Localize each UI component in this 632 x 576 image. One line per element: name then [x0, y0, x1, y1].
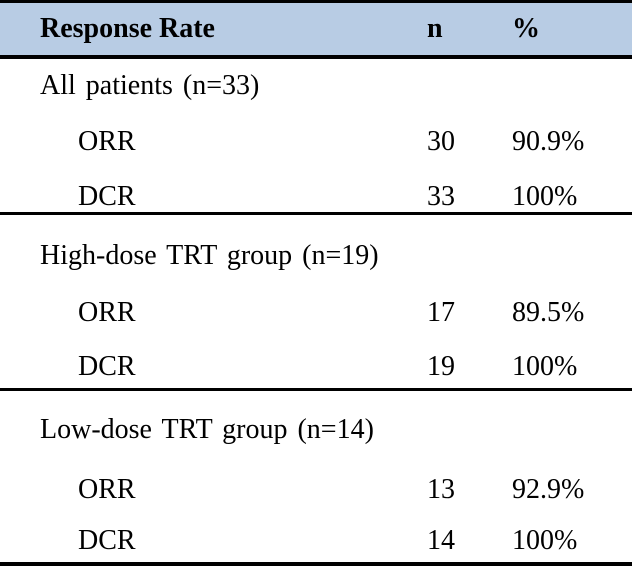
- row-value-percent: 100%: [512, 351, 578, 382]
- table-bottom-border: [0, 562, 632, 566]
- row-value-percent: 100%: [512, 181, 578, 212]
- header-bottom-border: [0, 55, 632, 59]
- table-row: DCR 19 100%: [0, 347, 632, 387]
- section-title-all-patients: All patients (n=33): [40, 70, 260, 101]
- section-title-row: High-dose TRT group (n=19): [0, 236, 632, 276]
- section-title-row: Low-dose TRT group (n=14): [0, 410, 632, 450]
- table-row: DCR 14 100%: [0, 521, 632, 561]
- row-label-orr: ORR: [78, 474, 136, 505]
- row-value-percent: 89.5%: [512, 297, 585, 328]
- table-row: ORR 17 89.5%: [0, 293, 632, 333]
- section-divider: [0, 212, 632, 215]
- section-title-low-dose: Low-dose TRT group (n=14): [40, 414, 374, 445]
- row-value-n: 33: [427, 181, 455, 212]
- section-divider: [0, 388, 632, 391]
- row-value-n: 19: [427, 351, 455, 382]
- section-title-high-dose: High-dose TRT group (n=19): [40, 240, 379, 271]
- row-label-dcr: DCR: [78, 525, 136, 556]
- row-label-orr: ORR: [78, 126, 136, 157]
- row-value-percent: 92.9%: [512, 474, 585, 505]
- table-row: ORR 30 90.9%: [0, 122, 632, 162]
- row-value-n: 17: [427, 297, 455, 328]
- column-header-response-rate: Response Rate: [40, 13, 215, 44]
- row-label-dcr: DCR: [78, 351, 136, 382]
- row-value-n: 30: [427, 126, 455, 157]
- column-header-n: n: [427, 13, 443, 44]
- table-row: DCR 33 100%: [0, 177, 632, 217]
- column-header-percent: %: [512, 13, 540, 44]
- section-title-row: All patients (n=33): [0, 66, 632, 106]
- table-top-border: [0, 0, 632, 3]
- row-value-percent: 100%: [512, 525, 578, 556]
- table-row: ORR 13 92.9%: [0, 470, 632, 510]
- table-header-row: Response Rate n %: [0, 3, 632, 55]
- row-label-orr: ORR: [78, 297, 136, 328]
- row-value-n: 14: [427, 525, 455, 556]
- row-value-percent: 90.9%: [512, 126, 585, 157]
- row-value-n: 13: [427, 474, 455, 505]
- row-label-dcr: DCR: [78, 181, 136, 212]
